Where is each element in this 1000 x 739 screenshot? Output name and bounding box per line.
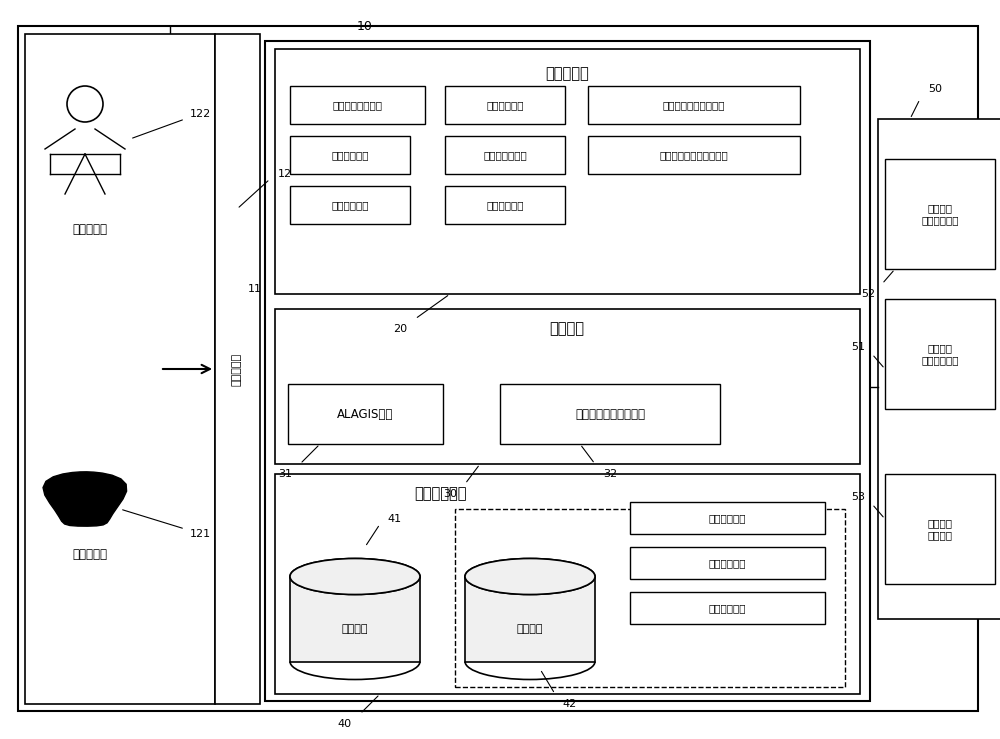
- FancyBboxPatch shape: [445, 86, 565, 124]
- Text: 倒闸模拟模块: 倒闸模拟模块: [486, 200, 524, 210]
- Text: 工作站网络: 工作站网络: [232, 353, 242, 386]
- Text: 设备参数信息: 设备参数信息: [708, 558, 746, 568]
- Text: 电力公变
终端系统接口: 电力公变 终端系统接口: [921, 203, 959, 225]
- FancyBboxPatch shape: [588, 86, 800, 124]
- FancyBboxPatch shape: [290, 136, 410, 174]
- Ellipse shape: [465, 559, 595, 594]
- Text: 51: 51: [851, 342, 865, 352]
- Text: 多个中间信息交互模块: 多个中间信息交互模块: [575, 407, 645, 420]
- FancyBboxPatch shape: [275, 474, 860, 694]
- Text: 基础资源
管理系统接口: 基础资源 管理系统接口: [921, 343, 959, 365]
- Text: 其他电力
系统接口: 其他电力 系统接口: [928, 518, 952, 539]
- Ellipse shape: [290, 559, 420, 594]
- Text: 查询搜索模块: 查询搜索模块: [331, 150, 369, 160]
- Ellipse shape: [290, 559, 420, 594]
- Text: 12: 12: [278, 169, 292, 179]
- Text: 拓扑分析模块: 拓扑分析模块: [331, 200, 369, 210]
- Text: 普通工作站: 普通工作站: [72, 222, 108, 236]
- Text: 11: 11: [248, 284, 262, 294]
- Text: 领导工作站: 领导工作站: [72, 548, 108, 560]
- Text: 地图基本操作模块: 地图基本操作模块: [332, 100, 382, 110]
- FancyBboxPatch shape: [290, 186, 410, 224]
- Text: 停电可视化模块: 停电可视化模块: [483, 150, 527, 160]
- Text: 支撑平台: 支撑平台: [550, 321, 584, 336]
- Text: 42: 42: [563, 699, 577, 709]
- Text: 41: 41: [388, 514, 402, 524]
- FancyBboxPatch shape: [630, 547, 825, 579]
- FancyBboxPatch shape: [588, 136, 800, 174]
- FancyBboxPatch shape: [630, 502, 825, 534]
- Text: 31: 31: [278, 469, 292, 479]
- FancyBboxPatch shape: [275, 49, 860, 294]
- Text: 10: 10: [357, 19, 373, 33]
- FancyBboxPatch shape: [275, 309, 860, 464]
- Text: 应用子系统: 应用子系统: [545, 67, 589, 81]
- FancyBboxPatch shape: [885, 474, 995, 584]
- FancyBboxPatch shape: [288, 384, 443, 444]
- Text: 40: 40: [338, 719, 352, 729]
- FancyBboxPatch shape: [18, 26, 978, 711]
- Text: 53: 53: [851, 492, 865, 502]
- Text: 122: 122: [189, 109, 211, 119]
- FancyBboxPatch shape: [445, 136, 565, 174]
- FancyBboxPatch shape: [885, 159, 995, 269]
- Text: 建筑用电量着色展示模块: 建筑用电量着色展示模块: [660, 150, 728, 160]
- Text: 电力数据: 电力数据: [517, 624, 543, 634]
- Text: 设备空间信息: 设备空间信息: [708, 513, 746, 523]
- Text: 地图数据: 地图数据: [342, 624, 368, 634]
- Text: 50: 50: [928, 84, 942, 94]
- Text: 52: 52: [861, 289, 875, 299]
- FancyBboxPatch shape: [445, 186, 565, 224]
- FancyBboxPatch shape: [265, 41, 870, 701]
- FancyBboxPatch shape: [465, 576, 595, 661]
- Text: 20: 20: [393, 324, 407, 334]
- FancyBboxPatch shape: [290, 86, 425, 124]
- FancyBboxPatch shape: [500, 384, 720, 444]
- Text: 设备拓扑信息: 设备拓扑信息: [708, 603, 746, 613]
- FancyBboxPatch shape: [630, 592, 825, 624]
- Text: 变压器超过载展示模块: 变压器超过载展示模块: [663, 100, 725, 110]
- Polygon shape: [43, 471, 127, 526]
- Text: 32: 32: [603, 469, 617, 479]
- FancyBboxPatch shape: [878, 119, 1000, 619]
- FancyBboxPatch shape: [215, 34, 260, 704]
- Text: 数据库子系统: 数据库子系统: [414, 486, 466, 502]
- FancyBboxPatch shape: [25, 34, 215, 704]
- Text: 121: 121: [189, 529, 211, 539]
- Text: 统计分析模块: 统计分析模块: [486, 100, 524, 110]
- FancyBboxPatch shape: [885, 299, 995, 409]
- Text: 30: 30: [443, 489, 457, 499]
- Text: ALAGIS平台: ALAGIS平台: [337, 407, 393, 420]
- FancyBboxPatch shape: [455, 509, 845, 687]
- FancyBboxPatch shape: [290, 576, 420, 661]
- Ellipse shape: [465, 559, 595, 594]
